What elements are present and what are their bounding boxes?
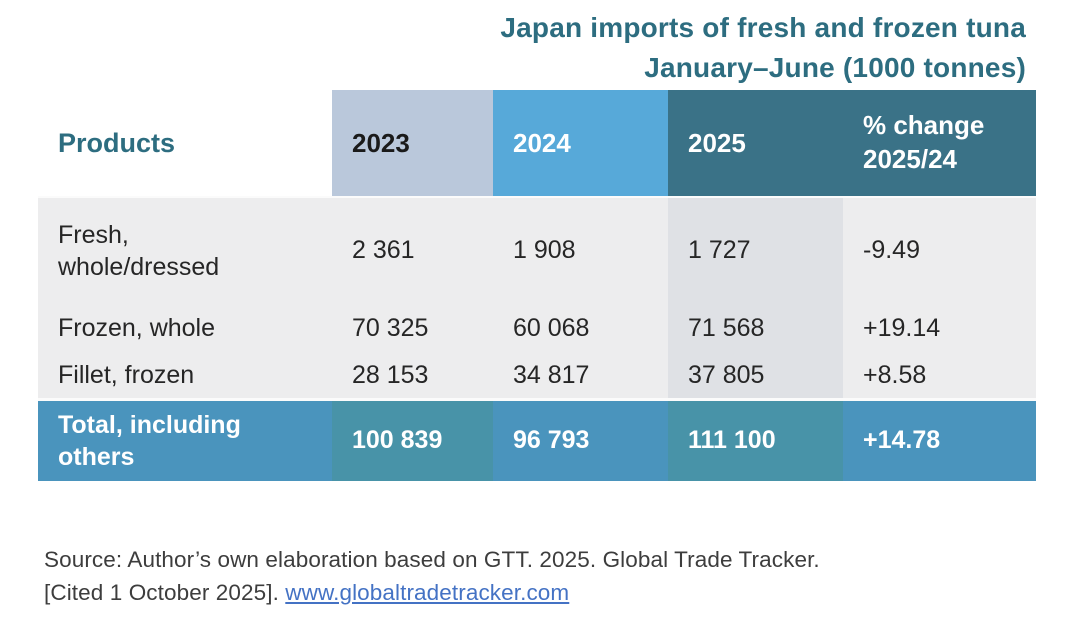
table-row-fresh-whole-dressed: Fresh, whole/dressed 2 361 1 908 1 727 -… — [38, 196, 1036, 303]
total-2023-cell: 100 839 — [332, 397, 493, 481]
product-cell: Frozen, whole — [38, 303, 332, 353]
product-cell: Fillet, frozen — [38, 353, 332, 399]
value-2023-cell: 2 361 — [332, 196, 493, 303]
total-pct-change-cell: +14.78 — [843, 397, 1036, 481]
source-line-2: [Cited 1 October 2025]. www.globaltradet… — [44, 576, 820, 609]
value-2025-cell: 37 805 — [668, 353, 843, 399]
value-2024-cell: 60 068 — [493, 303, 668, 353]
value-2023-cell: 70 325 — [332, 303, 493, 353]
value-2024-cell: 34 817 — [493, 353, 668, 399]
column-header-pct-change: % change 2025/24 — [843, 90, 1036, 197]
table-header-row: Products 2023 2024 2025 % change 2025/24 — [38, 90, 1036, 197]
value-2025-cell: 71 568 — [668, 303, 843, 353]
column-header-products: Products — [38, 90, 332, 197]
source-line-1: Source: Author’s own elaboration based o… — [44, 547, 820, 572]
title-line-1: Japan imports of fresh and frozen tuna — [500, 12, 1026, 43]
column-header-2025: 2025 — [668, 90, 843, 197]
table-row-frozen-whole: Frozen, whole 70 325 60 068 71 568 +19.1… — [38, 303, 1036, 353]
column-header-2023: 2023 — [332, 90, 493, 197]
table-row-total: Total, including others 100 839 96 793 1… — [38, 397, 1036, 481]
column-header-2024: 2024 — [493, 90, 668, 197]
source-cited-text: [Cited 1 October 2025]. — [44, 580, 286, 605]
total-2024-cell: 96 793 — [493, 397, 668, 481]
table-row-fillet-frozen: Fillet, frozen 28 153 34 817 37 805 +8.5… — [38, 353, 1036, 399]
value-2025-cell: 1 727 — [668, 196, 843, 303]
pct-change-cell: +8.58 — [843, 353, 1036, 399]
figure-title: Japan imports of fresh and frozen tuna J… — [500, 8, 1026, 88]
product-cell: Fresh, whole/dressed — [38, 196, 332, 303]
source-link[interactable]: www.globaltradetracker.com — [285, 580, 570, 605]
source-note: Source: Author’s own elaboration based o… — [44, 543, 820, 609]
total-label-cell: Total, including others — [38, 397, 332, 481]
total-2025-cell: 111 100 — [668, 397, 843, 481]
imports-table: Products 2023 2024 2025 % change 2025/24… — [38, 90, 1036, 481]
pct-change-cell: +19.14 — [843, 303, 1036, 353]
title-line-2: January–June (1000 tonnes) — [644, 52, 1026, 83]
value-2024-cell: 1 908 — [493, 196, 668, 303]
value-2023-cell: 28 153 — [332, 353, 493, 399]
pct-change-cell: -9.49 — [843, 196, 1036, 303]
